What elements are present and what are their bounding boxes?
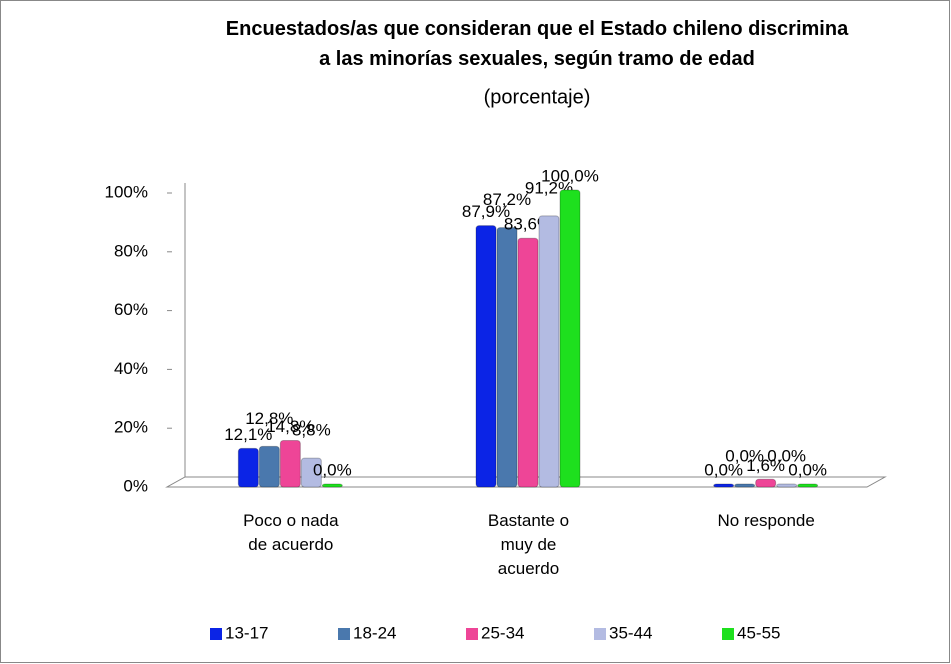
bar bbox=[559, 189, 581, 488]
bar bbox=[713, 483, 735, 488]
x-tick-label: Bastante o muy de acuerdo bbox=[488, 511, 569, 578]
data-label: 8,8% bbox=[292, 421, 331, 440]
y-tick-label: 0% bbox=[123, 476, 148, 495]
bar bbox=[258, 445, 280, 488]
bar bbox=[300, 457, 322, 488]
legend-label: 35-44 bbox=[609, 623, 652, 642]
bar bbox=[475, 225, 497, 488]
legend-swatch bbox=[594, 628, 606, 640]
bar bbox=[538, 215, 560, 488]
data-label: 12,8% bbox=[245, 409, 293, 428]
data-label: 1,6% bbox=[746, 456, 785, 475]
bar bbox=[279, 439, 301, 488]
bar bbox=[237, 447, 259, 488]
legend-label: 25-34 bbox=[481, 623, 524, 642]
x-tick-label: No responde bbox=[717, 511, 814, 530]
y-tick-label: 100% bbox=[105, 182, 148, 201]
data-label: 0,0% bbox=[788, 460, 827, 479]
legend-label: 45-55 bbox=[737, 623, 780, 642]
legend-swatch bbox=[210, 628, 222, 640]
bar bbox=[797, 483, 819, 488]
data-label: 0,0% bbox=[313, 460, 352, 479]
data-label: 12,1% bbox=[224, 425, 272, 444]
legend-label: 18-24 bbox=[353, 623, 396, 642]
bar bbox=[776, 483, 798, 488]
chart-subtitle: (porcentaje) bbox=[484, 86, 591, 108]
bar bbox=[496, 227, 518, 488]
bar bbox=[517, 237, 539, 488]
y-tick-label: 40% bbox=[114, 359, 148, 378]
data-label: 100,0% bbox=[541, 166, 599, 185]
legend-swatch bbox=[338, 628, 350, 640]
data-label: 0,0% bbox=[767, 446, 806, 465]
y-tick-label: 20% bbox=[114, 418, 148, 437]
bar bbox=[321, 483, 343, 488]
legend-swatch bbox=[466, 628, 478, 640]
data-label: 87,9% bbox=[462, 202, 510, 221]
data-label: 14,8% bbox=[266, 417, 314, 436]
y-tick-label: 80% bbox=[114, 241, 148, 260]
y-tick-label: 60% bbox=[114, 300, 148, 319]
bar bbox=[755, 478, 777, 488]
chart-title: Encuestados/as que consideran que el Est… bbox=[226, 18, 849, 70]
legend-label: 13-17 bbox=[225, 623, 268, 642]
data-label: 87,2% bbox=[483, 190, 531, 209]
data-label: 0,0% bbox=[704, 460, 743, 479]
x-tick-label: Poco o nada de acuerdo bbox=[243, 511, 339, 554]
data-label: 0,0% bbox=[725, 446, 764, 465]
legend-swatch bbox=[722, 628, 734, 640]
bar bbox=[734, 483, 756, 488]
